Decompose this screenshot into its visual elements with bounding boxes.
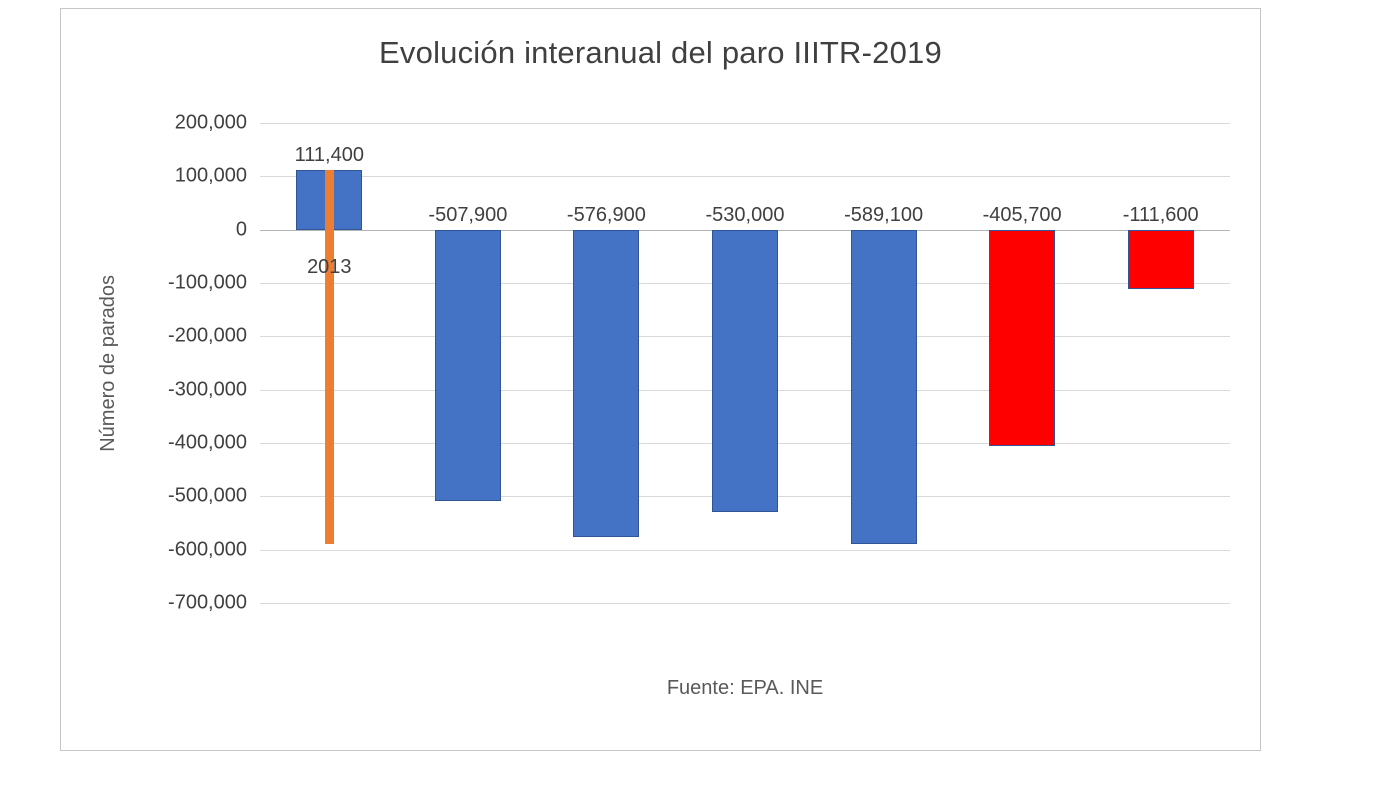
data-label: -530,000 xyxy=(705,203,785,226)
chart-title: Evolución interanual del paro IIITR-2019 xyxy=(379,35,942,70)
data-label: -111,600 xyxy=(1122,203,1199,226)
y-tick-label: -500,000 xyxy=(168,484,247,507)
gridline xyxy=(260,549,1230,551)
y-tick-label: 0 xyxy=(235,218,247,241)
orange-marker-line xyxy=(324,170,334,545)
y-axis: 200,000 100,000 0 -100,000 -200,000 -300,000 -… xyxy=(61,112,247,614)
gridline xyxy=(260,123,1230,124)
gridline xyxy=(260,176,1230,178)
bar-col-6 xyxy=(989,229,1056,447)
gridline xyxy=(260,603,1230,604)
data-label: -576,900 xyxy=(566,203,646,226)
y-tick-label: 200,000 xyxy=(174,111,247,134)
data-label: -589,100 xyxy=(844,203,924,226)
data-label: -507,900 xyxy=(428,203,508,226)
y-tick-label: -200,000 xyxy=(168,324,247,347)
y-tick-label: -600,000 xyxy=(168,538,247,561)
data-label: -405,700 xyxy=(982,203,1062,226)
bar-col-4 xyxy=(712,229,778,513)
source-note: Fuente: EPA. INE xyxy=(666,677,824,699)
plot-area: 111,400 2013 -507,900 -576,900 -530,000 -589,… xyxy=(260,123,1230,604)
y-tick-label: -300,000 xyxy=(168,378,247,401)
chart-container: Evolución interanual del paro IIITR-2019… xyxy=(60,8,1261,751)
y-tick-label: -400,000 xyxy=(168,431,247,454)
bar-col-3 xyxy=(573,229,640,538)
y-tick-label: 100,000 xyxy=(174,164,247,187)
y-tick-label: -700,000 xyxy=(168,591,247,614)
bar-col-7 xyxy=(1127,229,1194,290)
bar-col-2 xyxy=(434,229,501,501)
data-label: 111,400 xyxy=(294,144,364,167)
y-tick-label: -100,000 xyxy=(168,271,247,294)
category-label: 2013 xyxy=(307,255,352,278)
bar-col-5 xyxy=(850,229,917,544)
